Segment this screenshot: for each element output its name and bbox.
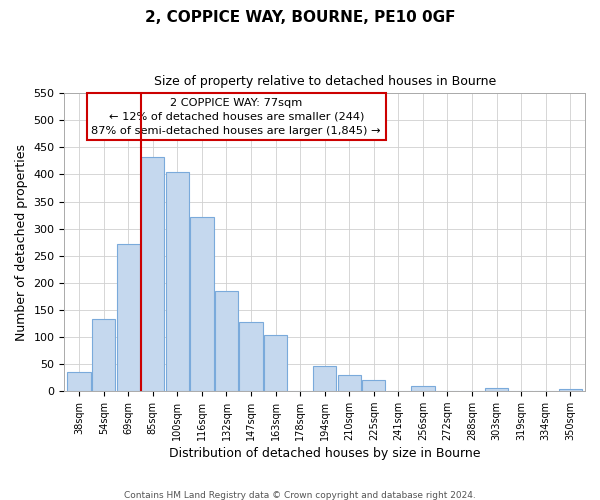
Bar [239, 322, 263, 391]
Bar [215, 292, 238, 391]
Bar [141, 157, 164, 391]
Bar [313, 366, 337, 391]
Bar [190, 216, 214, 391]
Bar [362, 380, 385, 391]
Text: Contains HM Land Registry data © Crown copyright and database right 2024.: Contains HM Land Registry data © Crown c… [124, 490, 476, 500]
Bar [338, 374, 361, 391]
Title: Size of property relative to detached houses in Bourne: Size of property relative to detached ho… [154, 75, 496, 88]
Bar [411, 386, 434, 391]
Text: 2, COPPICE WAY, BOURNE, PE10 0GF: 2, COPPICE WAY, BOURNE, PE10 0GF [145, 10, 455, 25]
Bar [92, 320, 115, 391]
Bar [485, 388, 508, 391]
Bar [166, 172, 189, 391]
Bar [116, 244, 140, 391]
Text: 2 COPPICE WAY: 77sqm
← 12% of detached houses are smaller (244)
87% of semi-deta: 2 COPPICE WAY: 77sqm ← 12% of detached h… [91, 98, 381, 136]
X-axis label: Distribution of detached houses by size in Bourne: Distribution of detached houses by size … [169, 447, 481, 460]
Bar [264, 334, 287, 391]
Y-axis label: Number of detached properties: Number of detached properties [15, 144, 28, 340]
Bar [67, 372, 91, 391]
Bar [559, 388, 582, 391]
